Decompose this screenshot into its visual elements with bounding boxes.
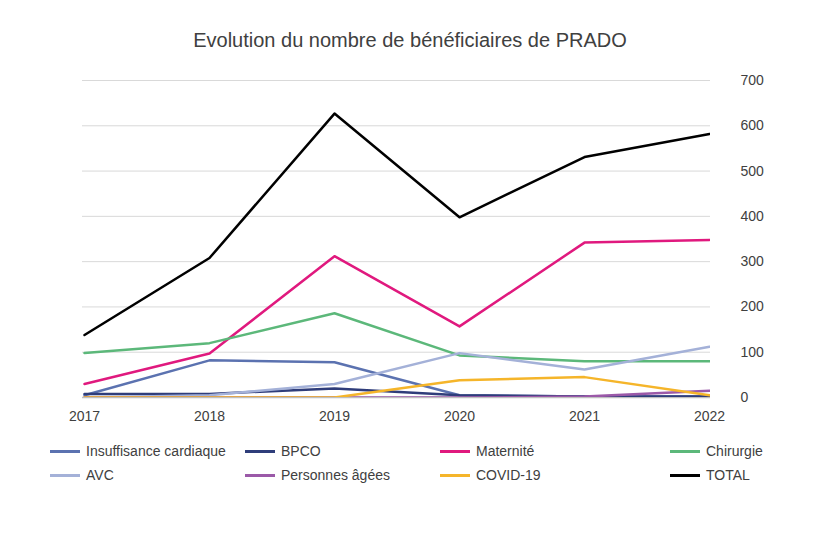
html-text:TOTAL: TOTAL [706,467,750,483]
svg-text:2022: 2022 [694,408,725,424]
html-text:Evolution du nombre de bénéfic: Evolution du nombre de bénéficiaires de … [193,29,627,51]
html-text:Maternité: Maternité [476,443,535,459]
svg-text:300: 300 [741,253,765,269]
svg-text:2021: 2021 [569,408,600,424]
html-text:AVC: AVC [86,467,114,483]
svg-text:2018: 2018 [194,408,225,424]
svg-text:2017: 2017 [69,408,100,424]
svg-text:500: 500 [741,163,765,179]
svg-text:2019: 2019 [319,408,350,424]
svg-text:400: 400 [741,208,765,224]
html-text:Chirurgie: Chirurgie [706,443,763,459]
html-text:COVID-19: COVID-19 [476,467,541,483]
svg-text:2020: 2020 [444,408,475,424]
svg-text:100: 100 [741,344,765,360]
svg-text:700: 700 [741,72,765,88]
html-text:Insuffisance cardiaque: Insuffisance cardiaque [86,443,226,459]
svg-text:0: 0 [741,389,749,405]
html-text:BPCO: BPCO [281,443,321,459]
html-text:Personnes âgées: Personnes âgées [281,467,390,483]
svg-text:200: 200 [741,298,765,314]
svg-text:600: 600 [741,117,765,133]
